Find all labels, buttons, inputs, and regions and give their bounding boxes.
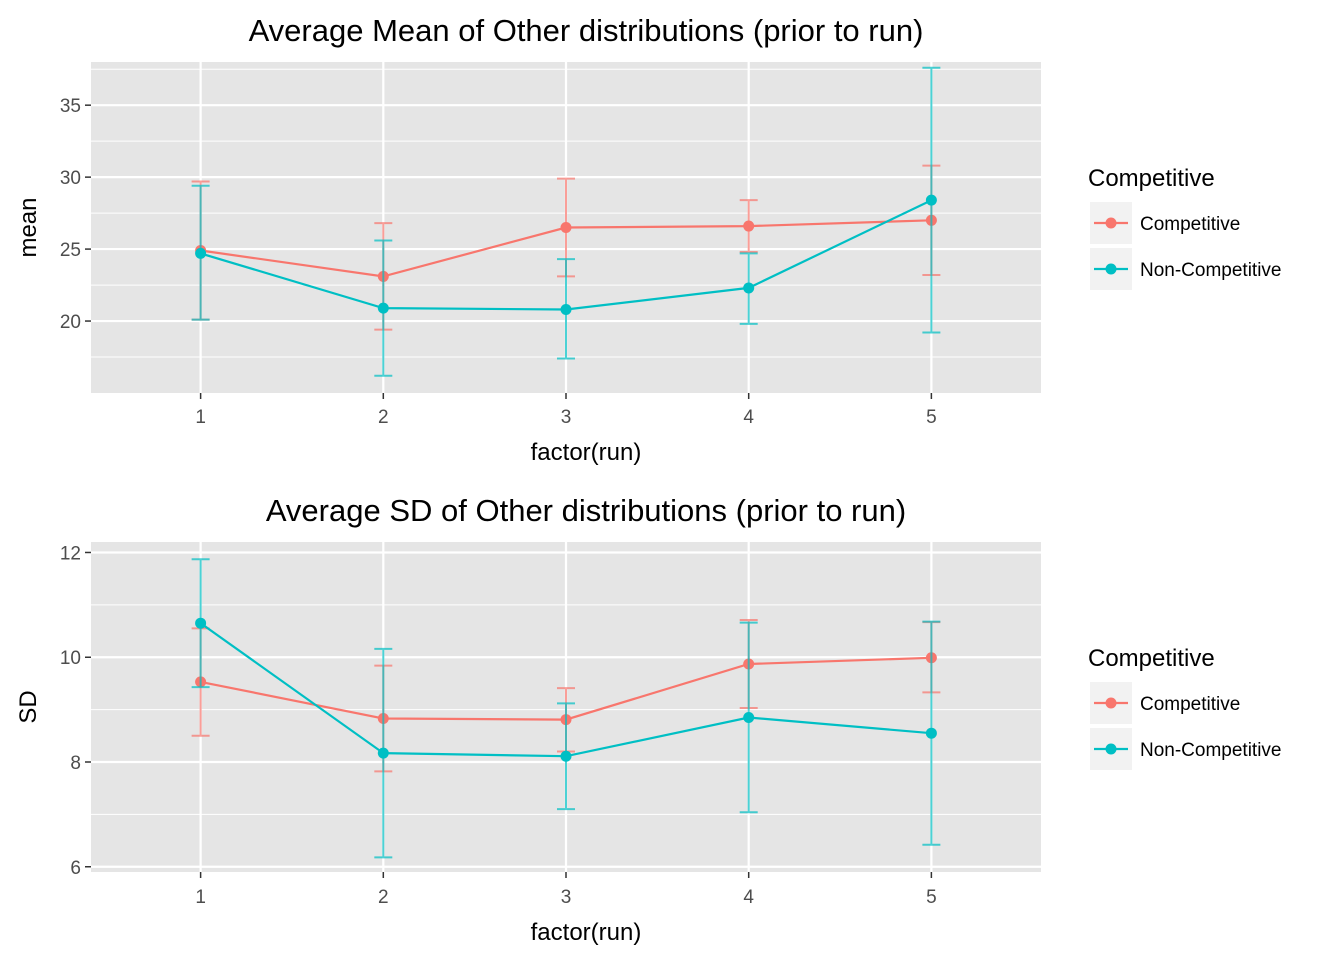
legend: Competitive Competitive Non-Competitive xyxy=(1088,645,1282,770)
y-tick-label: 25 xyxy=(60,240,81,261)
x-tick-label: 5 xyxy=(926,887,937,908)
legend-label: Non-Competitive xyxy=(1140,740,1282,761)
chart-panel-1: 20 25 30 35 1 2 3 4 5 Average Mean of Other distr… xyxy=(15,13,1282,466)
chart-title: Average SD of Other distributions (prior… xyxy=(266,493,906,528)
y-tick-label: 12 xyxy=(60,543,81,564)
y-tick-label: 35 xyxy=(60,96,81,117)
data-point xyxy=(377,747,389,759)
legend-key-point xyxy=(1105,697,1117,709)
data-point xyxy=(377,302,389,314)
y-tick-label: 20 xyxy=(60,312,81,333)
x-tick-label: 1 xyxy=(195,407,206,428)
x-tick-label: 2 xyxy=(378,407,389,428)
x-tick-label: 5 xyxy=(926,407,937,428)
series-2 xyxy=(191,558,941,859)
y-tick-label: 8 xyxy=(70,753,81,774)
data-point xyxy=(925,194,937,206)
y-tick-label: 10 xyxy=(60,648,81,669)
legend-key-point xyxy=(1105,743,1117,755)
y-axis-title: mean xyxy=(15,197,42,257)
data-point xyxy=(925,727,937,739)
data-point xyxy=(560,304,572,316)
series-2 xyxy=(191,66,941,377)
data-point xyxy=(195,617,207,629)
legend-label: Competitive xyxy=(1140,214,1240,235)
x-tick-label: 3 xyxy=(561,407,572,428)
x-tick-label: 1 xyxy=(195,887,206,908)
x-tick-label: 2 xyxy=(378,887,389,908)
x-tick-label: 4 xyxy=(743,887,754,908)
data-point xyxy=(743,220,755,232)
legend-label: Competitive xyxy=(1140,694,1240,715)
x-tick-label: 4 xyxy=(743,407,754,428)
x-axis-title: factor(run) xyxy=(531,439,642,466)
data-point xyxy=(743,711,755,723)
y-tick-label: 6 xyxy=(70,858,81,879)
legend-title: Competitive xyxy=(1088,165,1215,192)
legend-key-point xyxy=(1105,263,1117,275)
x-axis-title: factor(run) xyxy=(531,919,642,946)
x-tick-label: 3 xyxy=(561,887,572,908)
legend: Competitive Competitive Non-Competitive xyxy=(1088,165,1282,290)
legend-key-point xyxy=(1105,217,1117,229)
y-tick-label: 30 xyxy=(60,168,81,189)
y-axis-title: SD xyxy=(15,690,42,723)
data-point xyxy=(560,750,572,762)
data-point xyxy=(195,247,207,259)
data-point xyxy=(743,282,755,294)
data-point xyxy=(560,222,572,233)
legend-label: Non-Competitive xyxy=(1140,260,1282,281)
legend-title: Competitive xyxy=(1088,645,1215,672)
chart-title: Average Mean of Other distributions (pri… xyxy=(249,13,924,48)
